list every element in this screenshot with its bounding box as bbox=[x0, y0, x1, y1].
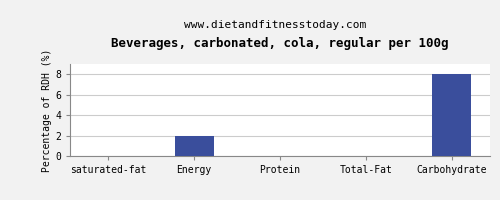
Bar bbox=[432, 74, 471, 156]
Y-axis label: Percentage of RDH (%): Percentage of RDH (%) bbox=[42, 48, 52, 172]
Text: www.dietandfitnesstoday.com: www.dietandfitnesstoday.com bbox=[184, 20, 366, 30]
Title: Beverages, carbonated, cola, regular per 100g: Beverages, carbonated, cola, regular per… bbox=[111, 37, 449, 50]
Bar bbox=[175, 136, 214, 156]
